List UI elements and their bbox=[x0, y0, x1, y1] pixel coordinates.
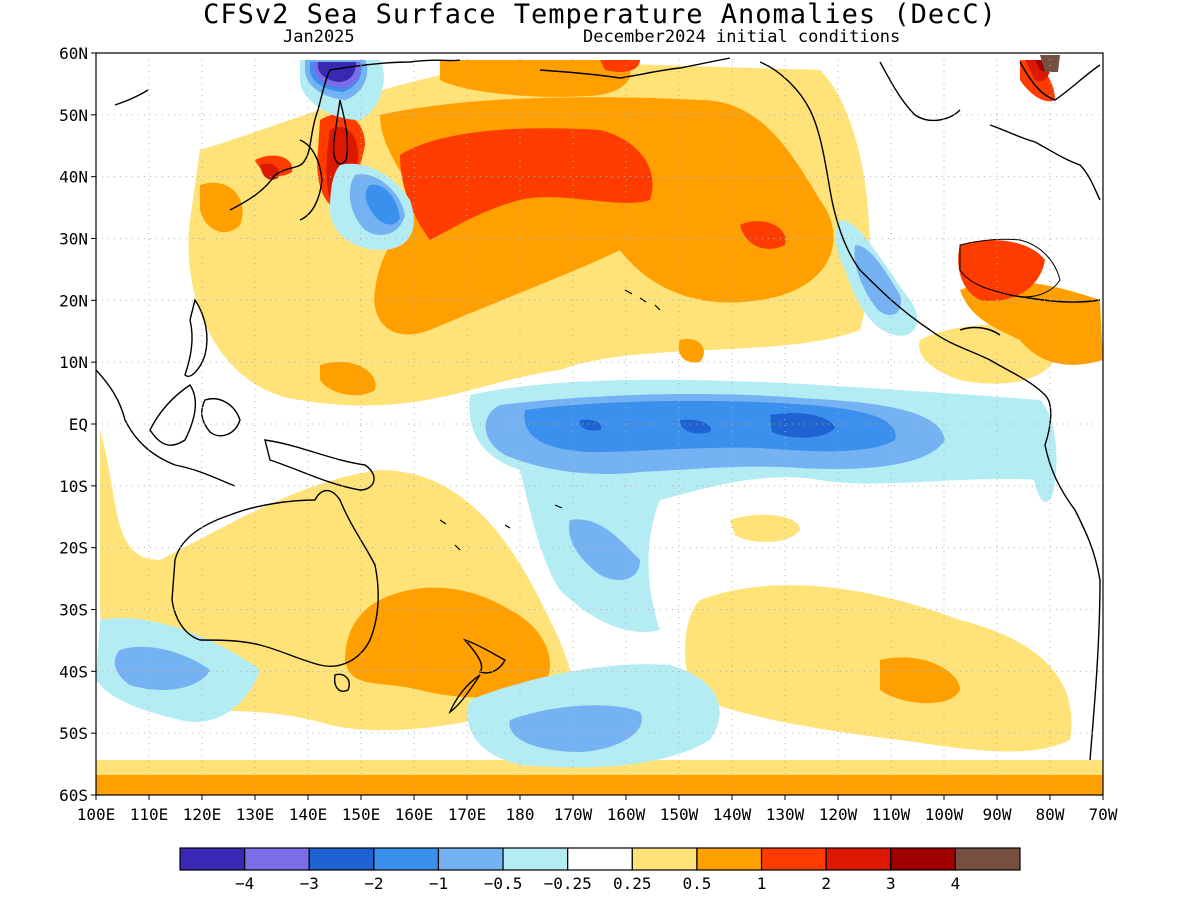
lat-tick-label: 50N bbox=[59, 106, 88, 125]
colorbar-swatch bbox=[954, 847, 1021, 871]
lat-tick-label: 60S bbox=[59, 786, 88, 805]
lon-tick-label: 140W bbox=[713, 805, 752, 824]
lon-tick-label: 180 bbox=[506, 805, 535, 824]
lat-tick-label: 20S bbox=[59, 539, 88, 558]
colorbar-label: 4 bbox=[951, 874, 961, 893]
lat-tick-label: 20N bbox=[59, 291, 88, 310]
lon-tick-label: 120E bbox=[183, 805, 222, 824]
colorbar: −4 −3 −2 −1 −0.5 −0.25 0.25 0.5 1 2 3 4 bbox=[179, 847, 1021, 893]
lat-tick-label: 40S bbox=[59, 662, 88, 681]
lon-tick-label: 100E bbox=[77, 805, 116, 824]
anomaly-field bbox=[96, 55, 1103, 795]
lat-tick-label: EQ bbox=[69, 415, 88, 434]
colorbar-label: −0.5 bbox=[484, 874, 523, 893]
lat-tick-label: 30S bbox=[59, 601, 88, 620]
lon-tick-label: 130W bbox=[766, 805, 805, 824]
coastlines bbox=[96, 57, 1101, 761]
lon-tick-label: 90W bbox=[983, 805, 1012, 824]
map-title: CFSv2 Sea Surface Temperature Anomalies … bbox=[203, 0, 997, 30]
lat-tick-label: 50S bbox=[59, 724, 88, 743]
colorbar-label: 0.5 bbox=[682, 874, 711, 893]
axis-ticks bbox=[91, 52, 1104, 800]
lon-tick-label: 140E bbox=[289, 805, 328, 824]
colorbar-swatch bbox=[308, 847, 375, 871]
forecast-month-label: Jan2025 bbox=[283, 27, 355, 47]
colorbar-swatch bbox=[696, 847, 763, 871]
lat-tick-label: 60N bbox=[59, 44, 88, 63]
colorbar-label: −3 bbox=[300, 874, 319, 893]
longitude-axis: 100E 110E 120E 130E 140E 150E 160E 170E 180 170W 1… bbox=[77, 805, 1118, 824]
lat-tick-label: 30N bbox=[59, 230, 88, 249]
colorbar-swatch bbox=[502, 847, 569, 871]
colorbar-swatch bbox=[631, 847, 698, 871]
lon-tick-label: 100W bbox=[925, 805, 964, 824]
colorbar-label: −1 bbox=[429, 874, 448, 893]
lon-tick-label: 80W bbox=[1036, 805, 1065, 824]
lon-tick-label: 170E bbox=[448, 805, 487, 824]
lon-tick-label: 170W bbox=[554, 805, 593, 824]
colorbar-label: 3 bbox=[886, 874, 896, 893]
lon-tick-label: 130E bbox=[236, 805, 275, 824]
colorbar-label: 2 bbox=[821, 874, 831, 893]
colorbar-swatch bbox=[179, 847, 246, 871]
lon-tick-label: 160W bbox=[607, 805, 646, 824]
colorbar-label: −4 bbox=[235, 874, 254, 893]
colorbar-swatch bbox=[890, 847, 956, 871]
lon-tick-label: 150E bbox=[342, 805, 381, 824]
colorbar-swatch bbox=[437, 847, 504, 871]
lat-tick-label: 10N bbox=[59, 353, 88, 372]
colorbar-label: 0.25 bbox=[613, 874, 652, 893]
lat-tick-label: 40N bbox=[59, 168, 88, 187]
colorbar-label: −0.25 bbox=[544, 874, 592, 893]
latitude-axis: 60N 50N 40N 30N 20N 10N EQ 10S 20S 30S 40S 50S 60S bbox=[59, 44, 88, 805]
gridlines bbox=[96, 53, 1103, 795]
initial-conditions-label: December2024 initial conditions bbox=[583, 27, 901, 47]
lon-tick-label: 160E bbox=[395, 805, 434, 824]
lon-tick-label: 110E bbox=[130, 805, 169, 824]
lon-tick-label: 110W bbox=[872, 805, 911, 824]
lat-tick-label: 10S bbox=[59, 477, 88, 496]
colorbar-swatch bbox=[825, 847, 892, 871]
lon-tick-label: 70W bbox=[1089, 805, 1118, 824]
colorbar-label: 1 bbox=[757, 874, 767, 893]
colorbar-swatch bbox=[244, 847, 310, 871]
colorbar-swatch bbox=[760, 847, 827, 871]
colorbar-label: −2 bbox=[364, 874, 383, 893]
lon-tick-label: 150W bbox=[660, 805, 699, 824]
colorbar-swatch bbox=[567, 847, 633, 871]
lon-tick-label: 120W bbox=[819, 805, 858, 824]
colorbar-swatch bbox=[373, 847, 440, 871]
